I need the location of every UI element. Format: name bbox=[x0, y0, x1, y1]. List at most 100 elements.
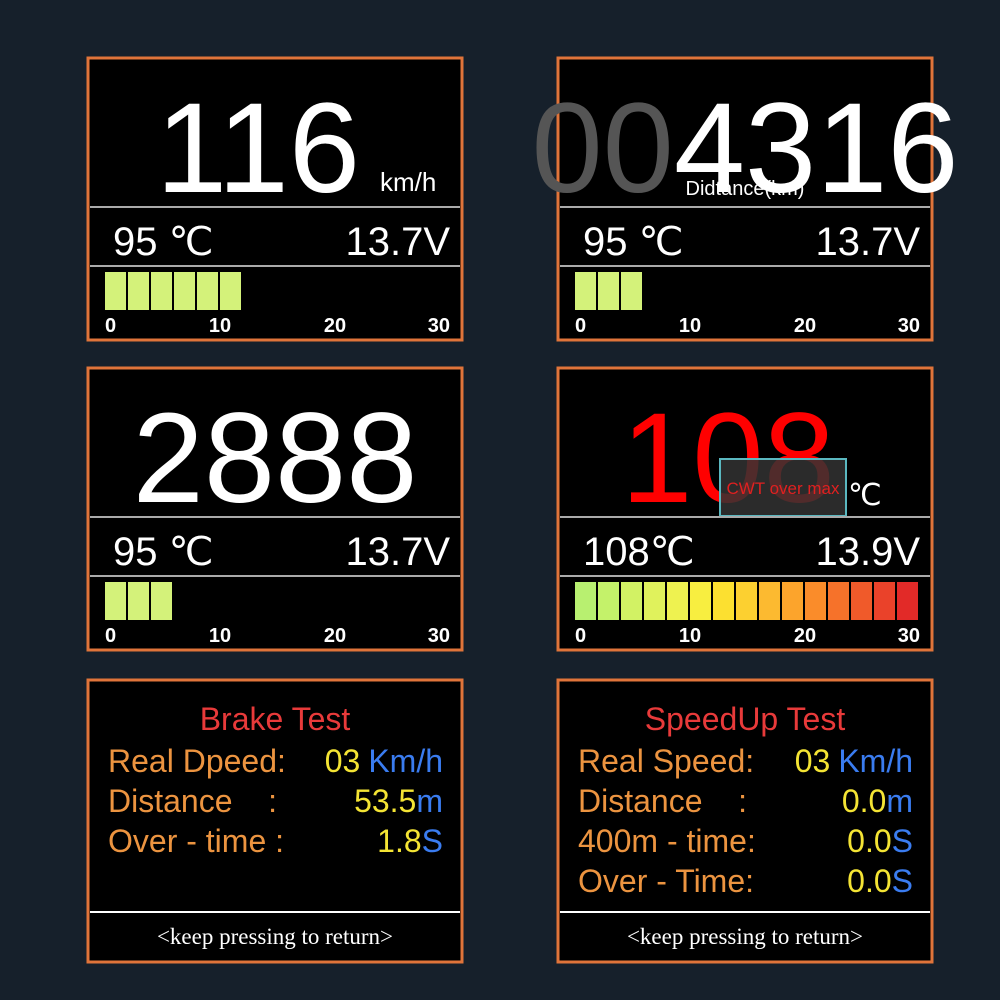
main-reading: 004316 bbox=[531, 77, 958, 220]
gauge-segment bbox=[105, 272, 126, 310]
row-value: 53.5m bbox=[354, 783, 443, 819]
gauge-segment bbox=[575, 582, 596, 620]
value: 0.0 bbox=[842, 783, 886, 819]
row-label: Over - Time: bbox=[578, 863, 754, 899]
row-value: 1.8S bbox=[377, 823, 443, 859]
temperature: 95 ℃ bbox=[583, 220, 684, 264]
voltage: 13.9V bbox=[815, 530, 920, 574]
gauge-tick-label: 0 bbox=[575, 315, 586, 337]
value: 53.5 bbox=[354, 783, 416, 819]
gauge-segment bbox=[736, 582, 757, 620]
gauge-segment bbox=[874, 582, 895, 620]
gauge-segment bbox=[128, 272, 149, 310]
reading-label: Didtance(km) bbox=[686, 178, 805, 200]
gauge-segment bbox=[782, 582, 803, 620]
value-unit: S bbox=[892, 863, 913, 899]
gauge-tick-label: 30 bbox=[898, 625, 920, 647]
temperature: 95 ℃ bbox=[113, 530, 214, 574]
gauge-segment bbox=[690, 582, 711, 620]
gauge-tick-label: 20 bbox=[324, 625, 346, 647]
gauge-tick-label: 20 bbox=[324, 315, 346, 337]
unit: ℃ bbox=[848, 479, 882, 512]
value: 1.8 bbox=[377, 823, 421, 859]
panel-frame bbox=[556, 56, 934, 342]
gauge-segment bbox=[667, 582, 688, 620]
value: 0.0 bbox=[847, 823, 891, 859]
gauge-tick-label: 0 bbox=[105, 625, 116, 647]
gauge-segment bbox=[805, 582, 826, 620]
gauge-segment bbox=[621, 272, 642, 310]
gauge-segment bbox=[598, 272, 619, 310]
gauge-segment bbox=[759, 582, 780, 620]
gauge-tick-label: 10 bbox=[679, 625, 701, 647]
gauge-tick-label: 20 bbox=[794, 315, 816, 337]
footer-hint: <keep pressing to return> bbox=[157, 924, 393, 949]
value-unit: m bbox=[886, 783, 913, 819]
value: 03 bbox=[325, 743, 361, 779]
panel-frame bbox=[86, 56, 464, 342]
value-unit: Km/h bbox=[368, 743, 443, 779]
gauge-segment bbox=[174, 272, 195, 310]
row-value: 0.0S bbox=[847, 823, 913, 859]
main-digits: 116 bbox=[156, 77, 360, 220]
row-value: 03 Km/h bbox=[325, 743, 443, 779]
footer-hint: <keep pressing to return> bbox=[627, 924, 863, 949]
value-unit: m bbox=[416, 783, 443, 819]
unit: km/h bbox=[380, 167, 436, 197]
test-panel: Brake Test Real Dpeed: 03 Km/h Distance : 53.… bbox=[86, 678, 464, 964]
row-label: Distance : bbox=[578, 783, 747, 819]
panel-frame bbox=[86, 366, 464, 652]
test-panel: SpeedUp Test Real Speed: 03 Km/h Distance : 0… bbox=[556, 678, 934, 964]
gauge-panel: 116 km/h 95 ℃ 13.7V 0 10 20 30 bbox=[86, 56, 464, 342]
panel-frame bbox=[86, 678, 464, 964]
panel-frame bbox=[556, 678, 934, 964]
row-label: Real Speed: bbox=[578, 743, 754, 779]
gauge-segment bbox=[105, 582, 126, 620]
alert-box bbox=[719, 458, 847, 517]
voltage: 13.7V bbox=[345, 530, 450, 574]
gauge-segment bbox=[713, 582, 734, 620]
gauge-tick-label: 30 bbox=[428, 625, 450, 647]
value-unit: S bbox=[892, 823, 913, 859]
voltage: 13.7V bbox=[345, 220, 450, 264]
row-label: Real Dpeed: bbox=[108, 743, 286, 779]
row-value: 0.0S bbox=[847, 863, 913, 899]
gauge-segment bbox=[828, 582, 849, 620]
gauge-tick-label: 20 bbox=[794, 625, 816, 647]
value-unit: Km/h bbox=[838, 743, 913, 779]
test-title: SpeedUp Test bbox=[645, 701, 846, 737]
alert-text: CWT over max bbox=[726, 479, 840, 498]
gauge-segment bbox=[644, 582, 665, 620]
gauge-segment bbox=[220, 272, 241, 310]
gauge-segment bbox=[197, 272, 218, 310]
main-reading: 2888 bbox=[133, 387, 418, 530]
row-value: 0.0m bbox=[842, 783, 913, 819]
gauge-tick-label: 10 bbox=[209, 625, 231, 647]
gauge-tick-label: 0 bbox=[575, 625, 586, 647]
gauge-tick-label: 10 bbox=[209, 315, 231, 337]
row-value: 03 Km/h bbox=[795, 743, 913, 779]
gauge-tick-label: 30 bbox=[428, 315, 450, 337]
gauge-segment bbox=[621, 582, 642, 620]
test-title: Brake Test bbox=[200, 701, 351, 737]
gauge-segment bbox=[897, 582, 918, 620]
gauge-segment bbox=[128, 582, 149, 620]
row-label: Over - time : bbox=[108, 823, 284, 859]
temperature: 95 ℃ bbox=[113, 220, 214, 264]
value: 0.0 bbox=[847, 863, 891, 899]
main-digits: 2888 bbox=[133, 387, 418, 530]
gauge-segment bbox=[151, 582, 172, 620]
row-label: 400m - time: bbox=[578, 823, 756, 859]
main-reading: 116 bbox=[156, 77, 360, 220]
gauge-segment bbox=[851, 582, 872, 620]
gauge-tick-label: 30 bbox=[898, 315, 920, 337]
temperature: 108℃ bbox=[583, 530, 695, 574]
value-unit: S bbox=[422, 823, 443, 859]
row-label: Distance : bbox=[108, 783, 277, 819]
gauge-tick-label: 0 bbox=[105, 315, 116, 337]
gauge-segment bbox=[598, 582, 619, 620]
